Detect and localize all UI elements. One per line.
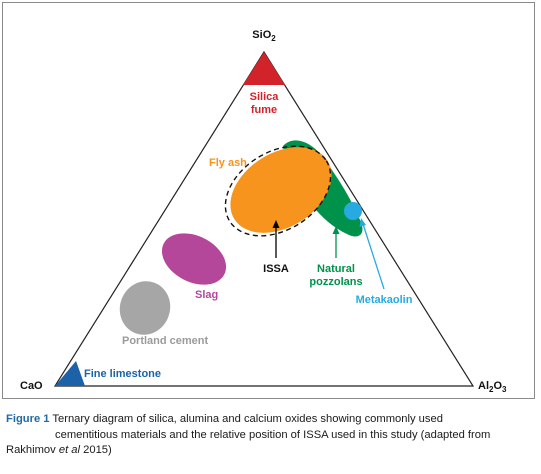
issa-label: ISSA <box>263 263 289 275</box>
fine-limestone-marker <box>55 361 85 386</box>
silica-fume-marker <box>243 52 285 85</box>
caption-author: Rakhimov <box>6 444 59 457</box>
natural-pozzolans-arrow <box>332 226 340 258</box>
silica-fume-label-line1: Silica <box>250 91 280 103</box>
caption-figure-label: Figure 1 <box>6 413 50 425</box>
portland-cement-region <box>119 281 171 335</box>
natural-pozzolans-label-line1: Natural <box>317 263 355 275</box>
ternary-triangle <box>53 50 475 387</box>
fine-limestone-label: Fine limestone <box>84 368 161 380</box>
fly-ash-region <box>230 147 332 233</box>
fly-ash-label: Fly ash <box>209 157 247 169</box>
issa-arrow <box>272 220 280 258</box>
issa-region <box>224 145 332 237</box>
natural-pozzolans-label-line2: pozzolans <box>309 276 362 288</box>
vertex-sio2-label: SiO2 <box>252 29 276 43</box>
slag-region <box>161 233 227 285</box>
metakaolin-region <box>344 202 362 220</box>
caption-year: 2015) <box>80 444 112 457</box>
caption-line-3: Rakhimov et al 2015) <box>6 443 534 459</box>
slag-label: Slag <box>195 289 218 301</box>
caption-text-1: Ternary diagram of silica, alumina and c… <box>52 413 443 425</box>
caption-line-1: Figure 1 Ternary diagram of silica, alum… <box>6 412 534 428</box>
metakaolin-label: Metakaolin <box>356 294 413 306</box>
figure-caption: Figure 1 Ternary diagram of silica, alum… <box>6 412 534 459</box>
caption-et-al: et al <box>58 444 81 457</box>
ternary-diagram: SiO2 CaO Al2O3 Silica fume Fly ash ISSA … <box>20 29 507 394</box>
silica-fume-label-line2: fume <box>251 104 277 116</box>
vertex-cao-label: CaO <box>20 380 43 392</box>
vertex-al2o3-label: Al2O3 <box>478 380 507 394</box>
caption-line-2: cementitious materials and the relative … <box>55 428 491 441</box>
metakaolin-arrow <box>359 218 385 290</box>
portland-cement-label: Portland cement <box>122 335 209 347</box>
